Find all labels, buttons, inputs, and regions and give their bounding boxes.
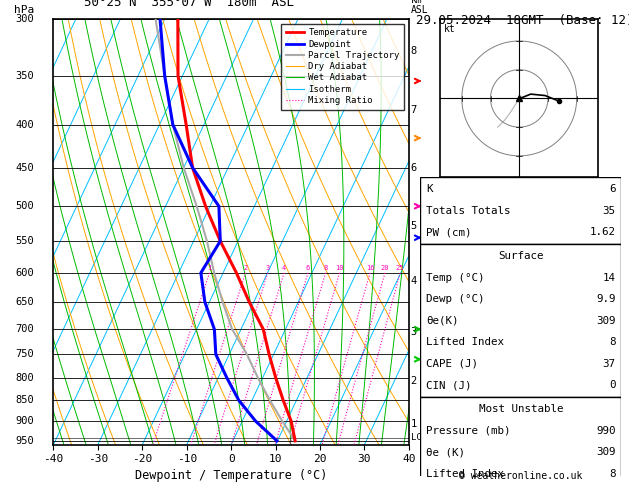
Text: kt: kt [443,24,455,34]
Text: km
ASL: km ASL [411,0,428,15]
Text: Surface: Surface [498,251,543,261]
Text: 8: 8 [323,265,328,271]
Text: 37: 37 [603,359,615,369]
Text: hPa: hPa [14,5,34,15]
Text: 9.9: 9.9 [596,294,615,304]
Text: 35: 35 [603,206,615,216]
Text: 6: 6 [306,265,310,271]
Bar [420,398,621,486]
Bar [420,177,621,244]
Text: 14: 14 [603,273,615,283]
Text: 800: 800 [15,373,34,383]
Text: 2: 2 [243,265,248,271]
Text: 7: 7 [411,104,417,115]
Text: 309: 309 [596,447,615,457]
Text: 4: 4 [411,276,417,286]
Text: 309: 309 [596,316,615,326]
Text: 0: 0 [609,381,615,390]
Text: 16: 16 [366,265,374,271]
Text: 750: 750 [15,349,34,360]
X-axis label: Dewpoint / Temperature (°C): Dewpoint / Temperature (°C) [135,469,327,482]
Text: θe(K): θe(K) [426,316,459,326]
Text: Dewp (°C): Dewp (°C) [426,294,485,304]
Text: 8: 8 [609,469,615,479]
Legend: Temperature, Dewpoint, Parcel Trajectory, Dry Adiabat, Wet Adiabat, Isotherm, Mi: Temperature, Dewpoint, Parcel Trajectory… [281,24,404,109]
Text: Lifted Index: Lifted Index [426,469,504,479]
Text: 400: 400 [15,120,34,130]
Text: 1: 1 [411,418,417,429]
Text: LCL: LCL [411,434,426,442]
Text: 2: 2 [411,376,417,386]
Text: 650: 650 [15,297,34,307]
Text: 500: 500 [15,201,34,211]
Text: Most Unstable: Most Unstable [479,404,563,414]
Text: 8: 8 [609,337,615,347]
Text: Pressure (mb): Pressure (mb) [426,426,511,436]
Text: 600: 600 [15,268,34,278]
Text: 29.05.2024  18GMT  (Base: 12): 29.05.2024 18GMT (Base: 12) [416,14,629,27]
Text: 10: 10 [335,265,344,271]
Text: Lifted Index: Lifted Index [426,337,504,347]
Text: 20: 20 [381,265,389,271]
Text: CAPE (J): CAPE (J) [426,359,478,369]
Text: 3: 3 [411,328,417,337]
Text: 1: 1 [208,265,211,271]
Text: 300: 300 [15,15,34,24]
Text: © weatheronline.co.uk: © weatheronline.co.uk [459,471,582,481]
Text: 950: 950 [15,436,34,446]
Text: 6: 6 [411,163,417,173]
Text: 50°25'N  355°07'W  180m  ASL: 50°25'N 355°07'W 180m ASL [84,0,294,9]
Text: 4: 4 [282,265,286,271]
Text: K: K [426,184,433,194]
Text: 25: 25 [396,265,404,271]
Text: θe (K): θe (K) [426,447,465,457]
Text: 450: 450 [15,163,34,173]
Text: 700: 700 [15,324,34,334]
Text: 900: 900 [15,416,34,426]
Text: PW (cm): PW (cm) [426,227,472,237]
Text: Totals Totals: Totals Totals [426,206,511,216]
Text: CIN (J): CIN (J) [426,381,472,390]
Text: 5: 5 [411,221,417,231]
Text: 8: 8 [411,46,417,56]
Text: 6: 6 [609,184,615,194]
Bar [420,244,621,398]
Text: 1.62: 1.62 [589,227,615,237]
Text: 550: 550 [15,236,34,246]
Text: Mixing Ratio (g/kg): Mixing Ratio (g/kg) [429,176,438,288]
Text: 990: 990 [596,426,615,436]
Text: 850: 850 [15,395,34,405]
Text: Temp (°C): Temp (°C) [426,273,485,283]
Text: 3: 3 [265,265,270,271]
Text: 350: 350 [15,71,34,81]
